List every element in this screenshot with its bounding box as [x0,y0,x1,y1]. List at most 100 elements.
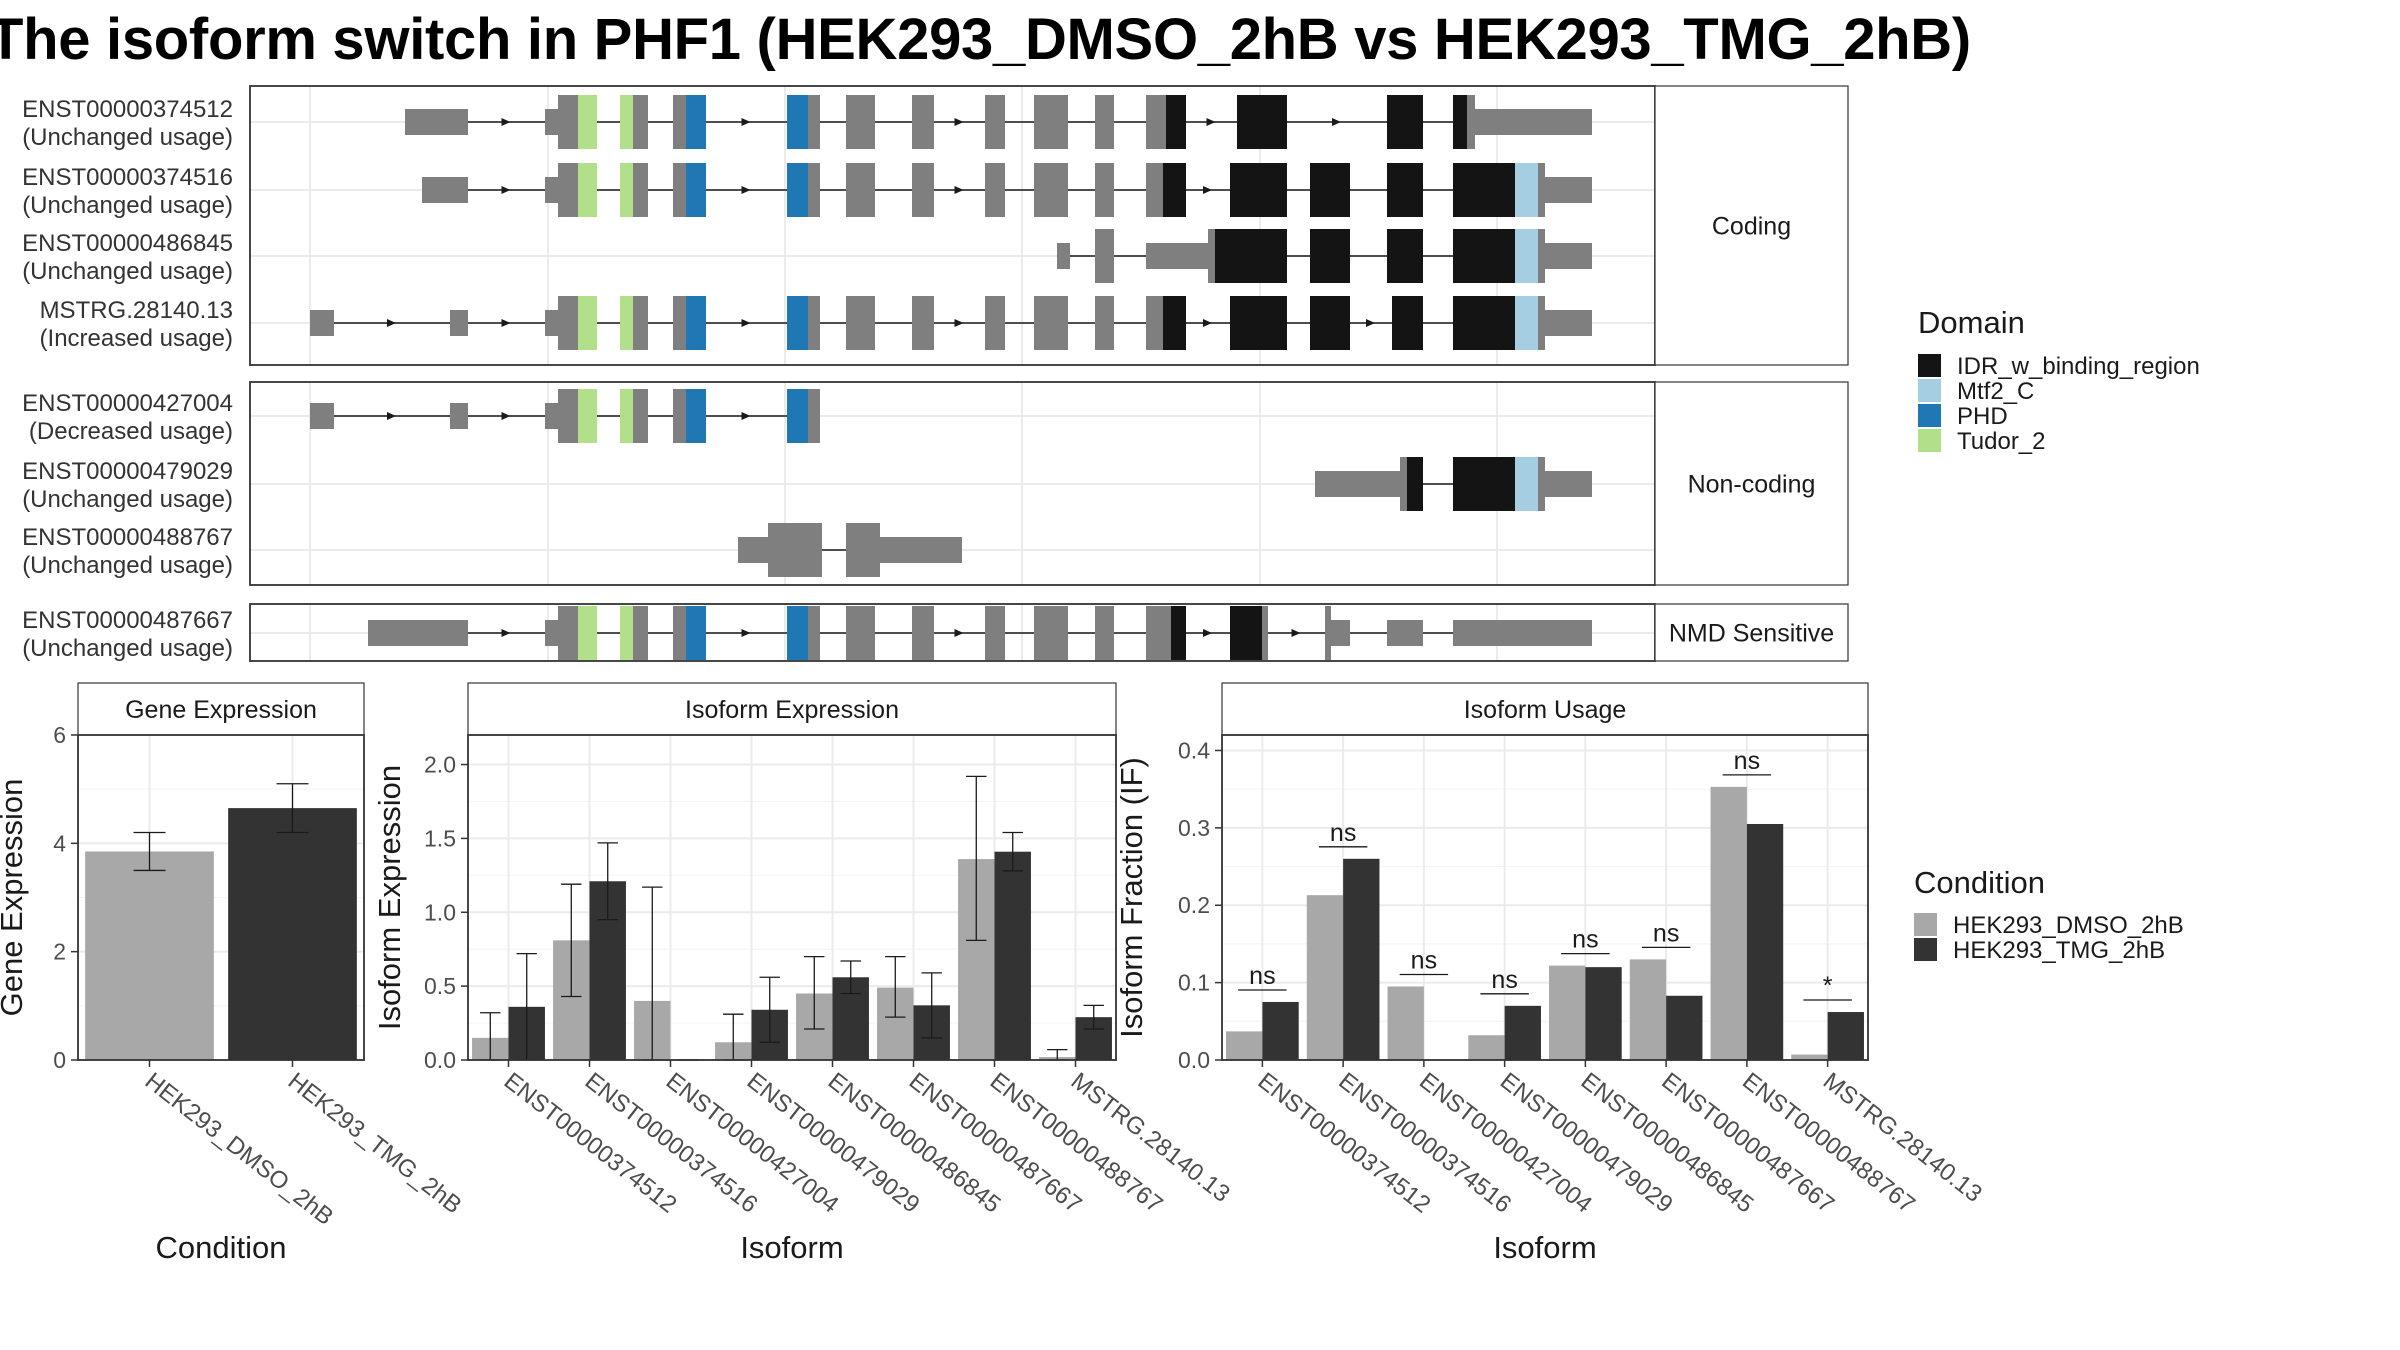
exon [808,163,820,217]
bar [1629,959,1667,1060]
exon [673,163,686,217]
direction-arrow [741,412,751,420]
panel-title-strip [467,682,1117,736]
transcript-ENST00000374512 [405,95,1592,149]
exon [1095,296,1114,350]
condition-legend-label: HEK293_DMSO_2hB [1953,912,2184,939]
exon [1146,606,1171,660]
exon [1387,620,1423,646]
exon-tudor-2 [620,296,633,350]
y-tick-label: 0.1 [1178,970,1210,996]
exon [1146,243,1208,269]
exon [1475,109,1592,135]
bar [1791,1054,1828,1060]
panel-title: Isoform Usage [1464,696,1627,724]
exon-idr-w-binding-region [1407,457,1423,511]
exon [1538,229,1545,283]
y-tick-label: 0.3 [1178,815,1210,841]
exon [1034,95,1068,149]
panel-title: Gene Expression [125,696,317,724]
condition-legend-swatch [1914,913,1937,936]
exon-mtf2-c [1515,163,1538,217]
panel-border [467,734,1117,1061]
group-strip [1654,381,1849,586]
transcript-id-label: ENST00000374516 [22,164,233,191]
transcript-usage-label: (Unchanged usage) [22,258,233,285]
exon [633,296,648,350]
exon-tudor-2 [620,95,633,149]
exon-idr-w-binding-region [1230,296,1287,350]
transcript-usage-label: (Unchanged usage) [22,635,233,662]
panel-title-strip [77,682,365,736]
direction-arrow [1366,319,1375,327]
exon [1146,296,1163,350]
group-strip-label: Non-coding [1688,471,1816,499]
domain-legend-swatch [1918,429,1941,452]
exon [846,163,875,217]
exon [1095,606,1114,660]
exon [673,606,686,660]
exon [846,296,875,350]
exon-idr-w-binding-region [1163,296,1186,350]
domain-legend-swatch [1918,354,1941,377]
y-tick-label: 2 [53,939,66,965]
significance-label: ns [1411,946,1437,974]
exon [1034,163,1068,217]
direction-arrow [501,629,511,637]
exon-idr-w-binding-region [1453,163,1515,217]
exon-phd [787,389,808,443]
exon-idr-w-binding-region [1230,163,1287,217]
exon-phd [686,95,706,149]
exon [912,606,934,660]
bar [994,851,1031,1060]
exon-mtf2-c [1515,229,1538,283]
exon [545,177,558,203]
exon-tudor-2 [578,389,597,443]
exon-idr-w-binding-region [1453,457,1515,511]
x-axis-title: Condition [156,1230,287,1265]
exon [1545,177,1592,203]
exon [985,296,1005,350]
exon-mtf2-c [1515,296,1538,350]
transcript-usage-label: (Unchanged usage) [22,192,233,219]
exon-idr-w-binding-region [1392,296,1423,350]
exon-idr-w-binding-region [1215,229,1287,283]
bar [1226,1031,1263,1060]
panel-title-strip [1221,682,1869,736]
exon [633,606,648,660]
y-tick-label: 4 [53,830,66,856]
transcript-usage-label: (Unchanged usage) [22,124,233,151]
bar [1468,1035,1505,1060]
exon-tudor-2 [620,389,633,443]
transcript-ENST00000374516 [422,163,1592,217]
exon [1453,620,1592,646]
direction-arrow [954,629,964,637]
exon [1538,163,1545,217]
group-strip-label: Coding [1712,213,1791,241]
exon [1146,95,1166,149]
exon-phd [686,606,706,660]
y-axis-title: Isoform Expression [372,765,407,1030]
y-tick-label: 0 [53,1047,66,1073]
exon [1545,471,1592,497]
exon-phd [686,163,706,217]
exon-idr-w-binding-region [1387,95,1423,149]
exon-tudor-2 [620,163,633,217]
y-axis-title: Isoform Fraction (IF) [1114,757,1149,1038]
x-axis-title: Isoform [1493,1230,1596,1265]
exon-idr-w-binding-region [1237,95,1287,149]
exon [545,620,558,646]
exon [912,296,934,350]
exon [1545,310,1592,336]
exon-idr-w-binding-region [1310,163,1350,217]
panel-border [77,734,365,1061]
exon-tudor-2 [620,606,633,660]
exon [1545,243,1592,269]
exon [545,310,558,336]
exon-idr-w-binding-region [1387,163,1423,217]
domain-legend-swatch [1918,404,1941,427]
exon [768,523,822,577]
exon [633,163,648,217]
exon [1146,163,1163,217]
transcript-usage-label: (Unchanged usage) [22,552,233,579]
